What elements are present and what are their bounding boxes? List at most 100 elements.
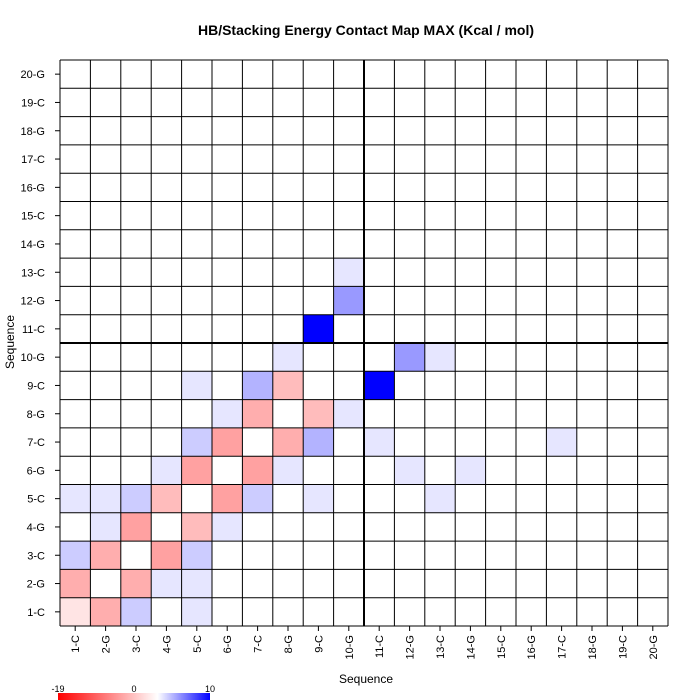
heatmap-cell: [120, 371, 152, 400]
heatmap-cell: [455, 314, 486, 343]
heatmap-cell: [576, 258, 608, 287]
heatmap-cell: [333, 371, 364, 400]
heatmap-cell: [576, 541, 608, 570]
heatmap-cell: [424, 229, 456, 259]
heatmap-cell: [90, 484, 121, 513]
heatmap-cell: [576, 88, 608, 117]
heatmap-cell: [60, 173, 91, 202]
heatmap-cell: [272, 144, 304, 174]
heatmap-cell: [394, 371, 425, 400]
heatmap-cell: [303, 60, 334, 89]
heatmap-cell: [546, 60, 577, 89]
heatmap-cell: [212, 173, 243, 202]
heatmap-cell: [272, 286, 304, 315]
heatmap-cell: [303, 427, 334, 457]
heatmap-cell: [485, 456, 516, 485]
heatmap-cell: [394, 541, 425, 570]
heatmap-cell: [364, 258, 395, 287]
heatmap-cell: [303, 541, 334, 570]
heatmap-cell: [151, 427, 182, 457]
heatmap-cell: [303, 371, 334, 400]
heatmap-cell: [576, 314, 608, 343]
heatmap-cell: [485, 399, 516, 428]
heatmap-cell: [455, 173, 486, 202]
heatmap-cell: [181, 371, 212, 400]
heatmap-cell: [364, 60, 395, 89]
heatmap-cell: [576, 569, 608, 598]
heatmap-cell: [242, 314, 273, 343]
heatmap-cell: [120, 399, 152, 428]
heatmap-cell: [120, 541, 152, 570]
heatmap-cell: [516, 597, 547, 626]
heatmap-cell: [242, 569, 273, 598]
heatmap-cell: [455, 286, 486, 315]
heatmap-cell: [181, 258, 212, 287]
heatmap-cell: [333, 116, 364, 145]
heatmap-cell: [272, 512, 304, 542]
heatmap-cell: [60, 371, 91, 400]
heatmap-cell: [181, 427, 212, 457]
heatmap-cell: [120, 201, 152, 230]
x-tick-label: 14-G: [465, 635, 477, 659]
heatmap-cell: [242, 60, 273, 89]
y-tick-label: 10-G: [21, 352, 45, 364]
heatmap-cell: [212, 229, 243, 259]
heatmap-cell: [546, 144, 577, 174]
y-tick-label: 7-C: [27, 437, 45, 449]
heatmap-cell: [455, 60, 486, 89]
heatmap-cell: [181, 314, 212, 343]
heatmap-cell: [485, 597, 516, 626]
heatmap-cell: [637, 456, 668, 485]
heatmap-cell: [394, 456, 425, 485]
heatmap-cell: [637, 88, 668, 117]
heatmap-cell: [637, 60, 668, 89]
heatmap-cell: [485, 286, 516, 315]
heatmap-cell: [181, 399, 212, 428]
heatmap-cell: [151, 229, 182, 259]
y-tick-label: 5-C: [27, 494, 45, 506]
heatmap-cell: [424, 597, 456, 626]
heatmap-cell: [242, 456, 273, 485]
heatmap-cell: [516, 229, 547, 259]
heatmap-cell: [120, 286, 152, 315]
y-tick-label: 3-C: [27, 550, 45, 562]
heatmap-cell: [424, 541, 456, 570]
heatmap-cell: [90, 201, 121, 230]
heatmap-cell: [516, 512, 547, 542]
heatmap-cell: [60, 144, 91, 174]
heatmap-cell: [394, 258, 425, 287]
y-tick-label: 9-C: [27, 380, 45, 392]
heatmap-cell: [364, 456, 395, 485]
x-tick-label: 9-C: [313, 635, 325, 653]
heatmap-cell: [90, 512, 121, 542]
heatmap-cell: [516, 569, 547, 598]
heatmap-cell: [576, 512, 608, 542]
heatmap-cell: [272, 541, 304, 570]
heatmap-cell: [151, 597, 182, 626]
heatmap-cell: [485, 116, 516, 145]
heatmap-cell: [364, 569, 395, 598]
heatmap-cell: [242, 88, 273, 117]
x-tick-label: 6-G: [222, 635, 234, 653]
heatmap-cell: [576, 456, 608, 485]
heatmap-cell: [637, 569, 668, 598]
y-tick-label: 15-C: [21, 211, 45, 223]
heatmap-cell: [637, 116, 668, 145]
heatmap-cell: [181, 343, 212, 372]
heatmap-cell: [90, 569, 121, 598]
heatmap-cell: [485, 144, 516, 174]
heatmap-cell: [394, 60, 425, 89]
heatmap-cell: [364, 286, 395, 315]
heatmap-cell: [546, 484, 577, 513]
heatmap-cell: [181, 456, 212, 485]
heatmap-cell: [485, 173, 516, 202]
heatmap-cell: [333, 144, 364, 174]
y-tick-label: 6-G: [27, 465, 45, 477]
heatmap-cell: [394, 569, 425, 598]
heatmap-cell: [151, 399, 182, 428]
heatmap-cell: [272, 427, 304, 457]
heatmap-cell: [181, 116, 212, 145]
heatmap-cell: [90, 427, 121, 457]
heatmap-cell: [181, 201, 212, 230]
heatmap-cell: [607, 314, 638, 343]
